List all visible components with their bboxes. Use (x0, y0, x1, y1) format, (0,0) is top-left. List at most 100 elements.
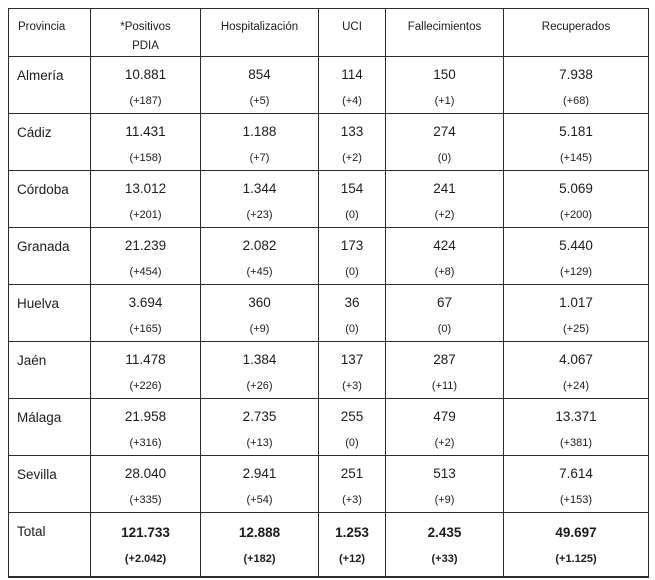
cell-daily-change: (0) (437, 152, 452, 164)
row-label: Cádiz (17, 125, 52, 140)
data-cell: 7.938 (+68) (503, 56, 649, 114)
cell-value: 2.435 (427, 525, 462, 540)
column-header-provincia: Provincia (8, 8, 91, 57)
data-cell: 2.435 (+33) (385, 512, 504, 578)
data-cell: 21.239 (+454) (90, 227, 201, 285)
data-cell: 5.181 (+145) (503, 113, 649, 171)
cell-value: 479 (433, 409, 456, 424)
cell-value: 2.735 (242, 409, 277, 424)
data-cell: 2.082 (+45) (200, 227, 319, 285)
data-cell: 10.881 (+187) (90, 56, 201, 114)
cell-value: 5.181 (559, 124, 593, 139)
cell-value: 36 (344, 295, 360, 310)
cell-daily-change: (+129) (559, 266, 593, 278)
column-header-hospitalizaci-n: Hospitalización (200, 8, 319, 57)
cell-daily-change: (+45) (246, 266, 273, 278)
data-cell: 513 (+9) (385, 455, 504, 513)
cell-value: 28.040 (124, 466, 167, 481)
cell-value: 137 (340, 352, 364, 367)
column-header-line: Fallecimientos (407, 21, 482, 33)
covid-provinces-table: Provincia *Positivos PDIA Hospitalización UC… (8, 8, 649, 578)
data-cell: 13.371 (+381) (503, 398, 649, 456)
data-cell: 150 (+1) (385, 56, 504, 114)
cell-daily-change: (0) (437, 323, 452, 335)
data-cell: 5.440 (+129) (503, 227, 649, 285)
cell-value: 133 (340, 124, 364, 139)
data-cell: 36 (0) (318, 284, 386, 342)
header-row: Provincia *Positivos PDIA Hospitalización UC… (8, 8, 649, 57)
cell-value: 513 (433, 466, 456, 481)
cell-daily-change: (+316) (129, 437, 162, 449)
cell-daily-change: (+24) (563, 380, 589, 392)
data-cell: 11.431 (+158) (90, 113, 201, 171)
cell-value: 150 (433, 67, 456, 82)
row-label-cell: Jaén (8, 341, 91, 399)
row-label: Málaga (17, 410, 62, 425)
province-row-huelva: Huelva 3.694 (+165) 360 (+9) 36 (0) 67 (0) 1.017 (… (8, 284, 649, 342)
cell-daily-change: (0) (345, 437, 359, 449)
cell-value: 11.478 (125, 352, 166, 367)
data-cell: 11.478 (+226) (90, 341, 201, 399)
column-header-fallecimientos: Fallecimientos (385, 8, 504, 57)
cell-daily-change: (+25) (563, 323, 589, 335)
data-cell: 137 (+3) (318, 341, 386, 399)
cell-daily-change: (+165) (129, 323, 162, 335)
row-label-cell: Almería (8, 56, 91, 114)
row-label: Granada (17, 239, 70, 254)
cell-daily-change: (+2) (434, 437, 455, 449)
cell-value: 13.012 (124, 181, 167, 196)
row-label: Córdoba (17, 182, 69, 197)
data-cell: 154 (0) (318, 170, 386, 228)
cell-daily-change: (+335) (129, 494, 162, 506)
data-cell: 854 (+5) (200, 56, 319, 114)
cell-daily-change: (0) (345, 266, 359, 278)
table-body: Almería 10.881 (+187) 854 (+5) 114 (+4) 150 (+1)… (8, 56, 649, 578)
cell-daily-change: (+12) (339, 553, 365, 565)
cell-value: 121.733 (121, 525, 170, 540)
data-cell: 360 (+9) (200, 284, 319, 342)
province-row-ja-n: Jaén 11.478 (+226) 1.384 (+26) 137 (+3) 287 (+11… (8, 341, 649, 399)
province-row-c-rdoba: Córdoba 13.012 (+201) 1.344 (+23) 154 (0) 241 (+… (8, 170, 649, 228)
data-cell: 274 (0) (385, 113, 504, 171)
data-cell: 49.697 (+1.125) (503, 512, 649, 578)
province-row-m-laga: Málaga 21.958 (+316) 2.735 (+13) 255 (0) 479 (+2… (8, 398, 649, 456)
cell-value: 10.881 (124, 67, 167, 82)
cell-value: 287 (433, 352, 456, 367)
data-cell: 1.253 (+12) (318, 512, 386, 578)
cell-value: 2.082 (242, 238, 277, 253)
cell-value: 424 (433, 238, 456, 253)
row-label: Sevilla (17, 467, 57, 482)
cell-daily-change: (+4) (342, 95, 362, 107)
cell-daily-change: (+7) (249, 152, 270, 164)
cell-daily-change: (+158) (129, 152, 162, 164)
cell-value: 13.371 (555, 409, 597, 424)
cell-value: 67 (436, 295, 453, 310)
data-cell: 121.733 (+2.042) (90, 512, 201, 578)
cell-daily-change: (+33) (431, 553, 458, 565)
cell-value: 4.067 (559, 352, 593, 367)
covid-provinces-table-container: Provincia *Positivos PDIA Hospitalización UC… (8, 8, 649, 578)
data-cell: 1.188 (+7) (200, 113, 319, 171)
data-cell: 251 (+3) (318, 455, 386, 513)
cell-value: 274 (433, 124, 456, 139)
data-cell: 21.958 (+316) (90, 398, 201, 456)
row-label: Total (17, 524, 46, 539)
cell-daily-change: (+23) (246, 209, 273, 221)
row-label-cell: Granada (8, 227, 91, 285)
data-cell: 1.344 (+23) (200, 170, 319, 228)
column-header-recuperados: Recuperados (503, 8, 649, 57)
cell-daily-change: (+145) (559, 152, 593, 164)
cell-value: 11.431 (125, 124, 166, 139)
total-row: Total 121.733 (+2.042) 12.888 (+182) 1.253 (+1… (8, 512, 649, 578)
data-cell: 67 (0) (385, 284, 504, 342)
table-header: Provincia *Positivos PDIA Hospitalización UC… (8, 8, 649, 57)
row-label-cell: Sevilla (8, 455, 91, 513)
cell-value: 255 (340, 409, 364, 424)
data-cell: 4.067 (+24) (503, 341, 649, 399)
data-cell: 2.941 (+54) (200, 455, 319, 513)
cell-value: 854 (248, 67, 271, 82)
cell-value: 21.239 (124, 238, 167, 253)
column-header-line: Provincia (18, 21, 66, 33)
cell-value: 7.938 (559, 67, 593, 82)
cell-daily-change: (+200) (559, 209, 593, 221)
